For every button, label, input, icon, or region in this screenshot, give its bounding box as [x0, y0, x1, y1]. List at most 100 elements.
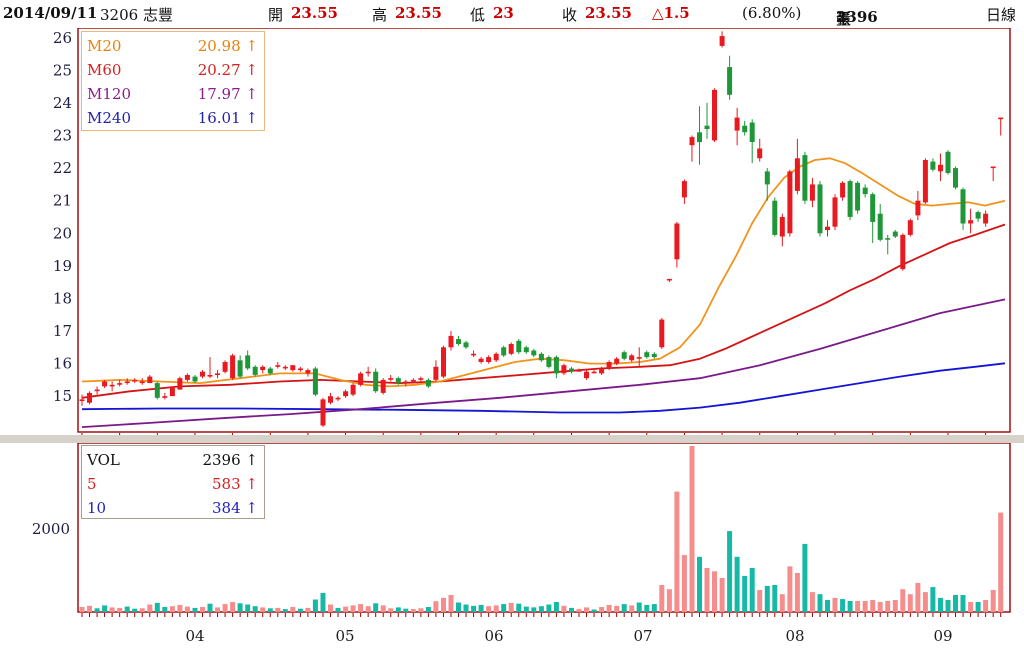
candle[interactable] — [968, 208, 974, 234]
volume-bar[interactable] — [365, 606, 371, 612]
volume-bar[interactable] — [817, 594, 823, 612]
volume-bar[interactable] — [297, 608, 303, 612]
volume-bar[interactable] — [576, 609, 582, 612]
candle[interactable] — [757, 138, 763, 162]
volume-bar[interactable] — [403, 608, 409, 612]
candle[interactable] — [779, 213, 785, 247]
volume-bar[interactable] — [915, 583, 921, 613]
candle[interactable] — [79, 394, 85, 406]
candle[interactable] — [689, 135, 695, 162]
volume-bar[interactable] — [794, 573, 800, 612]
candle[interactable] — [945, 150, 951, 175]
volume-bar[interactable] — [531, 607, 537, 612]
volume-bar[interactable] — [124, 606, 130, 612]
candle[interactable] — [418, 376, 424, 382]
candle[interactable] — [907, 218, 913, 237]
volume-bar[interactable] — [960, 595, 966, 612]
candle[interactable] — [614, 357, 620, 366]
volume-bar[interactable] — [215, 607, 220, 612]
candle[interactable] — [900, 233, 906, 271]
candle[interactable] — [764, 168, 770, 201]
candle[interactable] — [523, 345, 529, 354]
volume-bar[interactable] — [418, 608, 424, 612]
volume-bar[interactable] — [222, 604, 228, 612]
candle[interactable] — [486, 355, 492, 364]
volume-bar[interactable] — [388, 608, 394, 612]
candle[interactable] — [990, 166, 996, 182]
volume-bar[interactable] — [802, 543, 808, 612]
candle[interactable] — [471, 350, 477, 358]
candle[interactable] — [425, 378, 431, 388]
volume-bar[interactable] — [230, 602, 236, 612]
volume-bar[interactable] — [825, 600, 830, 612]
volume-bar[interactable] — [200, 607, 205, 612]
volume-bar[interactable] — [689, 446, 695, 612]
volume-bar[interactable] — [734, 556, 740, 612]
volume-bar[interactable] — [102, 605, 108, 612]
volume-bar[interactable] — [410, 609, 416, 612]
volume-bar[interactable] — [350, 605, 356, 612]
candle[interactable] — [177, 376, 183, 390]
volume-bar[interactable] — [132, 608, 138, 612]
candle[interactable] — [87, 391, 92, 405]
period-daily-label[interactable]: 日線 — [986, 6, 1017, 24]
candle[interactable] — [508, 342, 514, 356]
candle[interactable] — [531, 348, 537, 358]
volume-bar[interactable] — [659, 585, 665, 612]
candle[interactable] — [192, 375, 198, 384]
volume-bar[interactable] — [938, 597, 943, 612]
volume-bar[interactable] — [501, 604, 507, 612]
volume-bar[interactable] — [697, 556, 702, 612]
candle[interactable] — [621, 350, 627, 361]
volume-bar[interactable] — [523, 606, 529, 612]
candle[interactable] — [117, 379, 123, 387]
volume-bar[interactable] — [727, 531, 733, 612]
candle[interactable] — [855, 181, 861, 214]
volume-bar[interactable] — [742, 575, 748, 612]
candle[interactable] — [546, 355, 552, 369]
candle[interactable] — [312, 366, 318, 397]
candle[interactable] — [599, 366, 605, 375]
volume-bar[interactable] — [312, 599, 318, 613]
candle[interactable] — [433, 360, 439, 382]
candle[interactable] — [290, 365, 296, 372]
volume-bar[interactable] — [169, 606, 175, 612]
candle[interactable] — [501, 345, 507, 358]
candle[interactable] — [237, 355, 243, 379]
volume-bar[interactable] — [953, 595, 958, 612]
volume-bar[interactable] — [260, 607, 266, 612]
volume-bar[interactable] — [772, 585, 778, 612]
candle[interactable] — [561, 363, 567, 375]
candle[interactable] — [674, 221, 680, 268]
volume-bar[interactable] — [147, 604, 153, 613]
candle[interactable] — [463, 340, 469, 349]
volume-bar[interactable] — [704, 568, 710, 612]
candle[interactable] — [938, 153, 943, 182]
candle[interactable] — [727, 55, 733, 100]
volume-bar[interactable] — [651, 604, 657, 612]
volume-bar[interactable] — [79, 607, 85, 612]
volume-bar[interactable] — [606, 604, 612, 612]
candle[interactable] — [659, 318, 665, 349]
candle[interactable] — [380, 378, 386, 395]
volume-bar[interactable] — [614, 605, 620, 612]
candle[interactable] — [147, 375, 153, 384]
candle[interactable] — [712, 88, 717, 142]
candle[interactable] — [681, 179, 687, 204]
candle[interactable] — [478, 357, 484, 364]
candle[interactable] — [169, 386, 175, 397]
volume-bar[interactable] — [636, 602, 642, 613]
candle[interactable] — [697, 106, 702, 165]
candle[interactable] — [772, 197, 778, 237]
volume-bar[interactable] — [674, 491, 680, 612]
candle[interactable] — [403, 379, 409, 387]
candle[interactable] — [809, 177, 815, 208]
volume-bar[interactable] — [433, 601, 439, 612]
volume-bar[interactable] — [395, 607, 401, 612]
candle[interactable] — [305, 368, 311, 377]
volume-bar[interactable] — [154, 602, 160, 612]
candle[interactable] — [847, 179, 853, 221]
candle[interactable] — [448, 331, 454, 351]
candle[interactable] — [358, 371, 364, 387]
volume-bar[interactable] — [305, 607, 311, 613]
